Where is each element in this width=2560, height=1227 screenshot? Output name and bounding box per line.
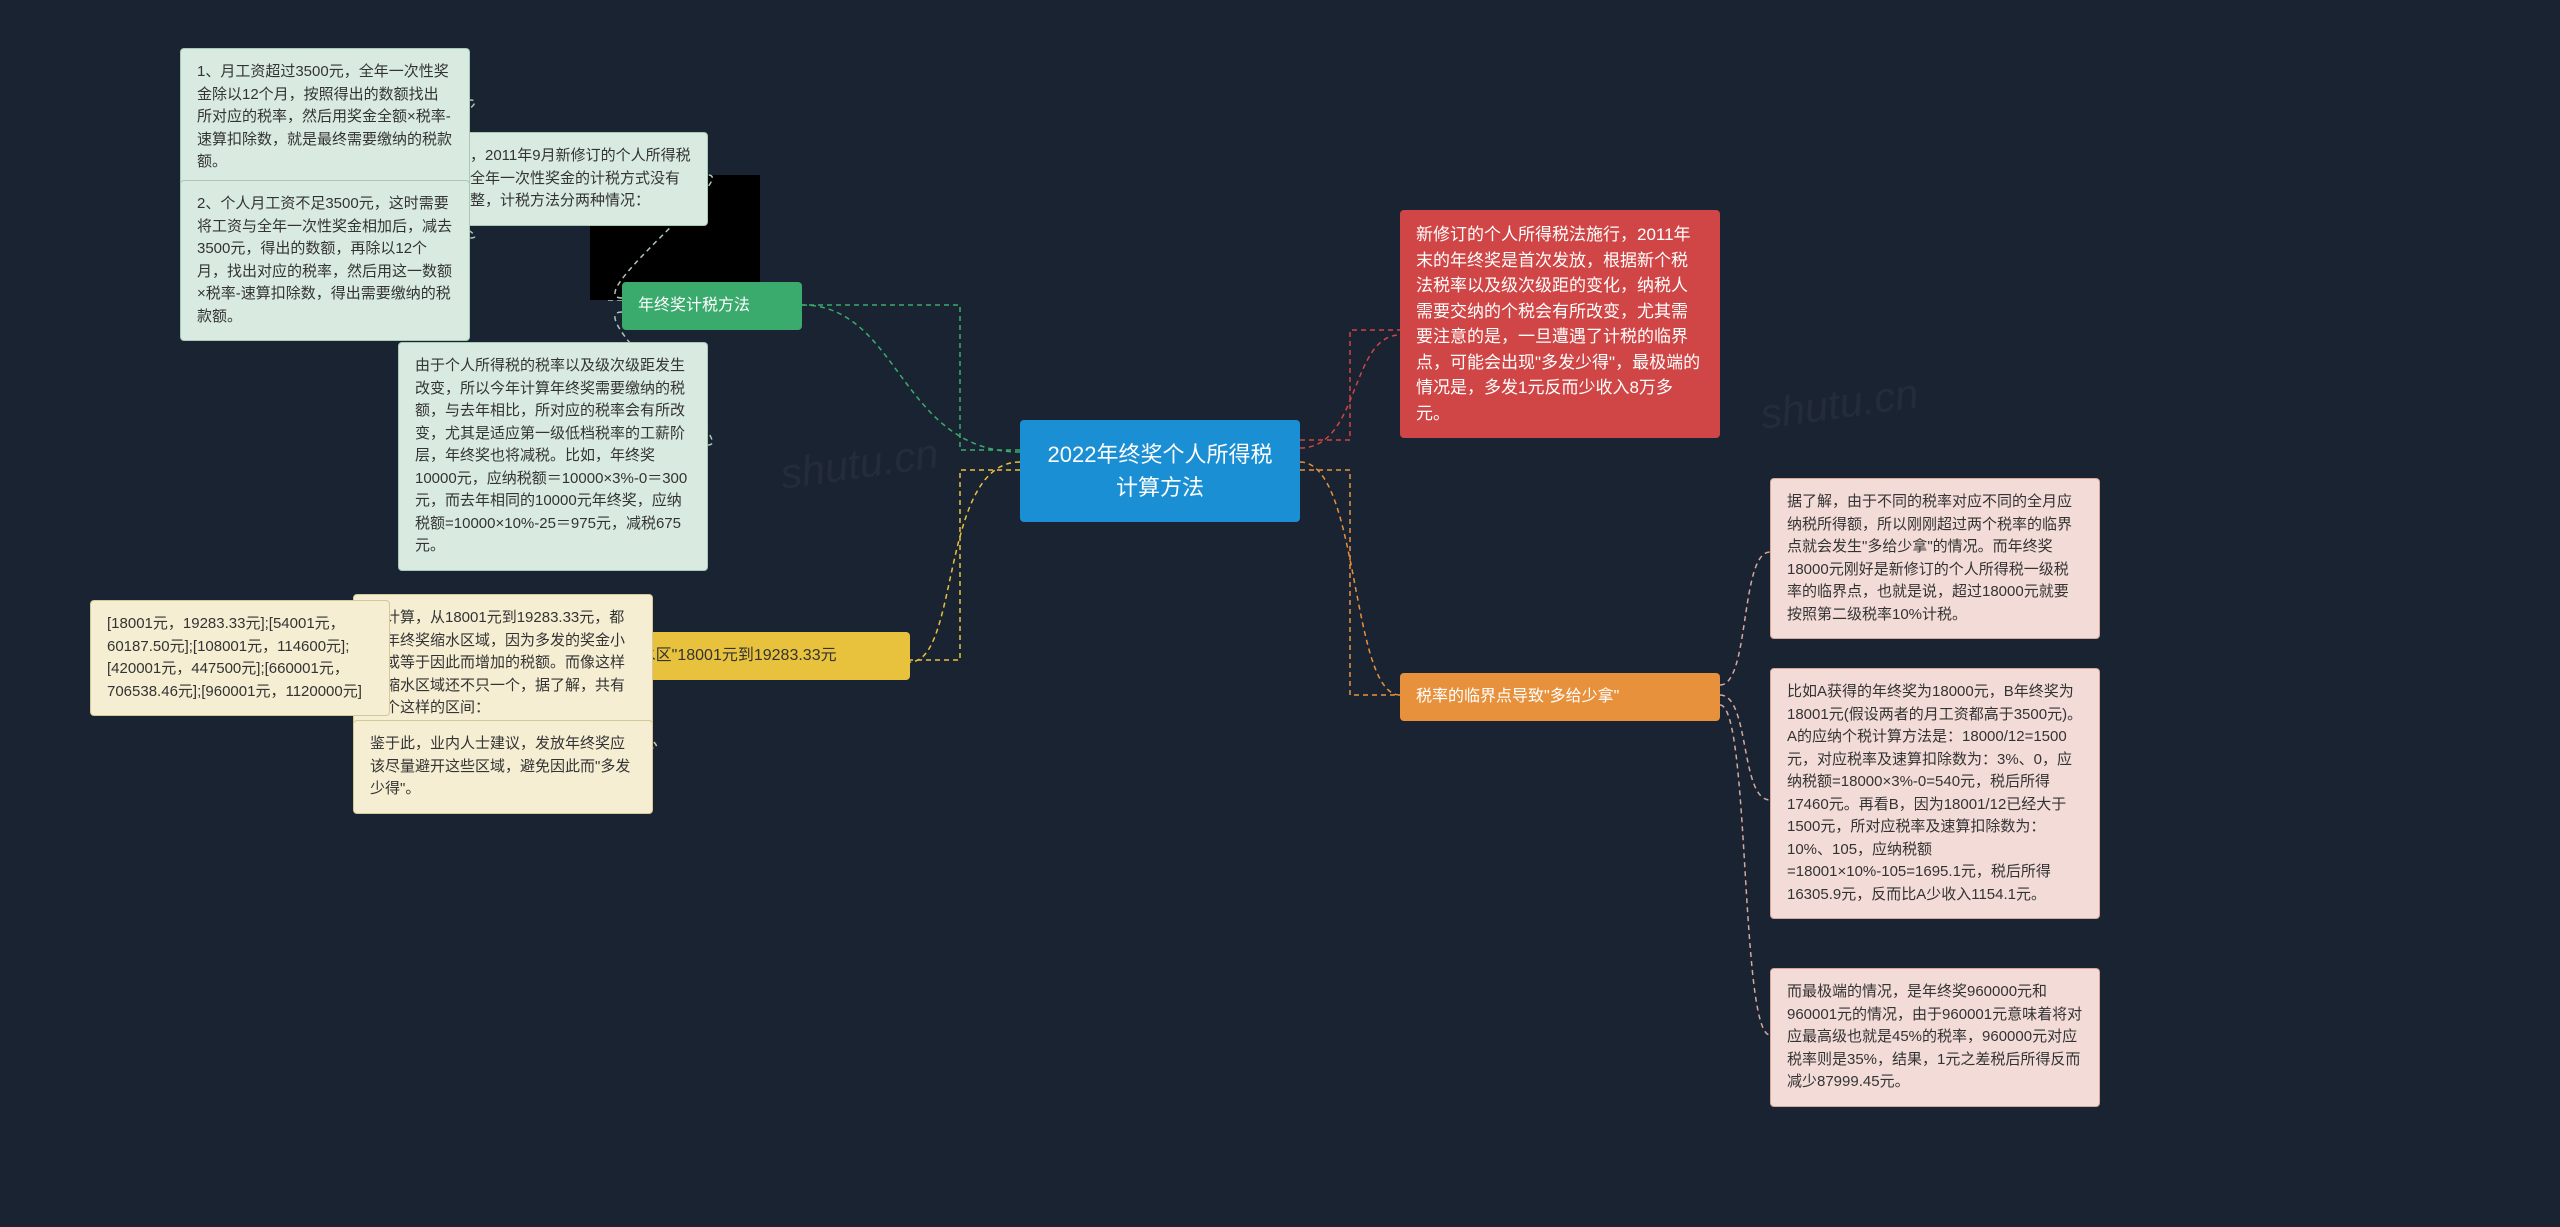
green-leaf-1-1: 1、月工资超过3500元，全年一次性奖金除以12个月，按照得出的数额找出所对应的… [180, 48, 470, 187]
orange-leaf-3: 而最极端的情况，是年终奖960000元和960001元的情况，由于960001元… [1770, 968, 2100, 1107]
watermark: shutu.cn [1757, 369, 1921, 439]
yellow-leaf-1: 经计算，从18001元到19283.33元，都是年终奖缩水区域，因为多发的奖金小… [353, 594, 653, 733]
branch-green[interactable]: 年终奖计税方法 [622, 282, 802, 330]
green-leaf-2: 由于个人所得税的税率以及级次级距发生改变，所以今年计算年终奖需要缴纳的税额，与去… [398, 342, 708, 571]
branch-orange[interactable]: 税率的临界点导致"多给少拿" [1400, 673, 1720, 721]
yellow-leaf-1-1: [18001元，19283.33元];[54001元，60187.50元];[1… [90, 600, 390, 716]
yellow-leaf-2: 鉴于此，业内人士建议，发放年终奖应该尽量避开这些区域，避免因此而"多发少得"。 [353, 720, 653, 814]
branch-red[interactable]: 新修订的个人所得税法施行，2011年末的年终奖是首次发放，根据新个税法税率以及级… [1400, 210, 1720, 438]
green-leaf-1-2: 2、个人月工资不足3500元，这时需要将工资与全年一次性奖金相加后，减去3500… [180, 180, 470, 341]
center-node[interactable]: 2022年终奖个人所得税计算方法 [1020, 420, 1300, 522]
orange-leaf-2: 比如A获得的年终奖为18000元，B年终奖为18001元(假设两者的月工资都高于… [1770, 668, 2100, 919]
orange-leaf-1: 据了解，由于不同的税率对应不同的全月应纳税所得额，所以刚刚超过两个税率的临界点就… [1770, 478, 2100, 639]
watermark: shutu.cn [777, 429, 941, 499]
